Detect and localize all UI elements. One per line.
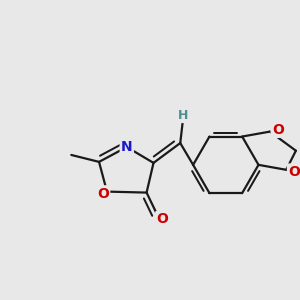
Text: O: O — [97, 187, 109, 201]
Text: O: O — [272, 123, 284, 136]
Text: N: N — [121, 140, 133, 154]
Text: O: O — [157, 212, 168, 226]
Text: H: H — [178, 109, 188, 122]
Text: O: O — [288, 165, 300, 179]
